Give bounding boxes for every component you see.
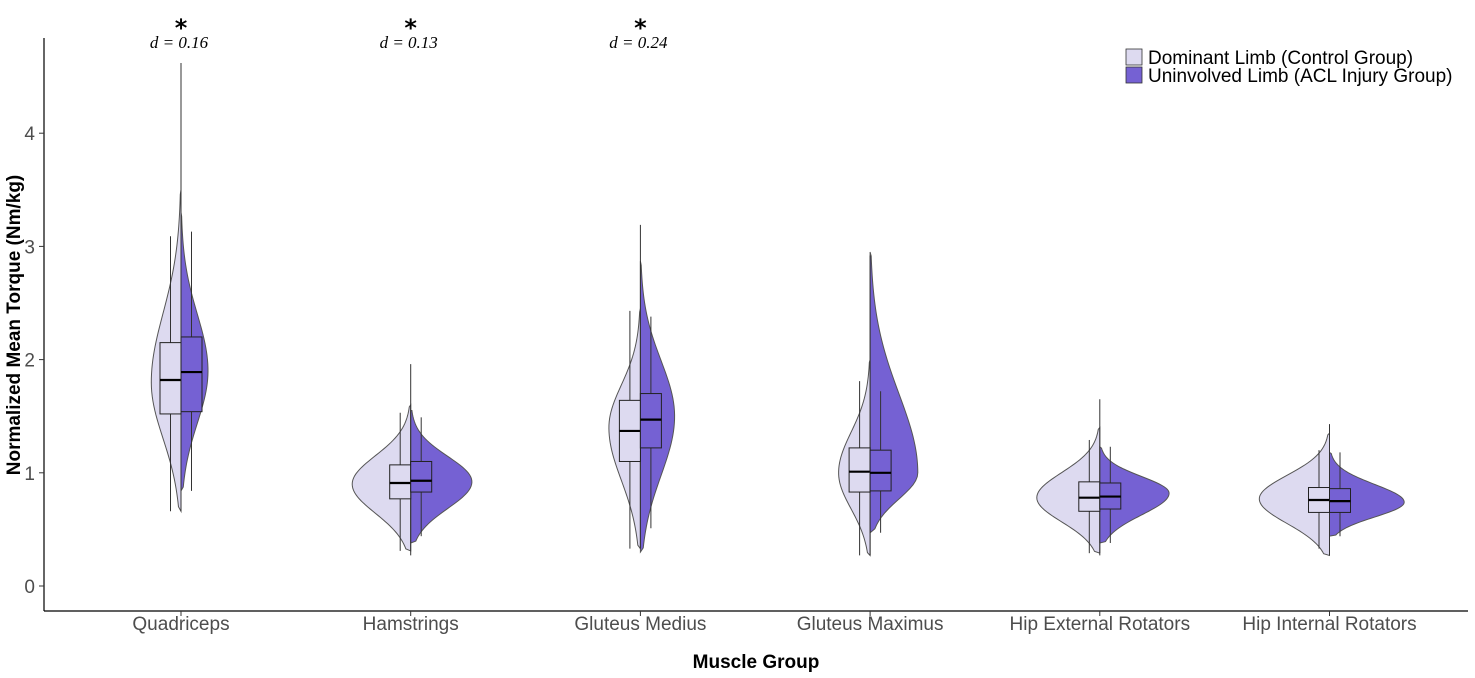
category-group-5 (1258, 424, 1405, 557)
x-tick-label-2: Gluteus Medius (574, 614, 706, 635)
category-group-2 (608, 224, 676, 554)
legend-swatch-acl (1125, 66, 1143, 84)
y-tick-label-2: 2 (24, 351, 35, 372)
x-tick-label-4: Hip External Rotators (1010, 614, 1191, 635)
box-control-1 (389, 464, 412, 500)
y-tick-label-0: 0 (24, 577, 35, 598)
box-acl-0 (180, 336, 203, 413)
y-tick-label-3: 3 (24, 237, 35, 258)
category-group-1 (351, 364, 473, 556)
legend-label-acl: Uninvolved Limb (ACL Injury Group) (1148, 66, 1452, 87)
category-group-3 (838, 251, 919, 557)
x-tick-label-3: Gluteus Maximus (797, 614, 944, 635)
box-acl-3 (869, 449, 892, 492)
box-acl-2 (639, 393, 662, 449)
effect-size-2: d = 0.24 (609, 33, 668, 52)
legend-swatch-control (1125, 48, 1143, 66)
sig-star-2: * (634, 14, 647, 42)
x-axis-title: Muscle Group (693, 652, 820, 673)
sig-star-0: * (175, 14, 188, 42)
plot-area (150, 63, 1405, 557)
legend: Dominant Limb (Control Group) Uninvolved… (1125, 48, 1452, 87)
violin-control-5 (1258, 431, 1330, 557)
effect-size-1: d = 0.13 (380, 33, 438, 52)
violin-acl-5 (1329, 451, 1405, 537)
category-group-0 (150, 63, 209, 514)
y-axis-title: Normalized Mean Torque (Nm/kg) (4, 175, 25, 476)
x-tick-label-1: Hamstrings (363, 614, 459, 635)
box-control-3 (848, 447, 871, 493)
axes: Quadriceps Hamstrings Gluteus Medius Gluteu… (24, 124, 1416, 635)
x-tick-label-0: Quadriceps (132, 614, 229, 635)
significance-annotations: *d = 0.16*d = 0.13*d = 0.24 (150, 14, 668, 52)
violin-control-4 (1036, 426, 1101, 554)
box-acl-1 (410, 460, 433, 493)
category-group-4 (1036, 399, 1170, 556)
y-tick-label-4: 4 (24, 124, 35, 145)
y-tick-label-1: 1 (24, 464, 35, 485)
violin-control-1 (351, 403, 412, 552)
box-control-0 (159, 342, 182, 415)
violin-acl-1 (410, 410, 473, 544)
effect-size-0: d = 0.16 (150, 33, 209, 52)
box-control-4 (1078, 481, 1101, 512)
legend-label-control: Dominant Limb (Control Group) (1148, 48, 1413, 69)
sig-star-1: * (404, 14, 417, 42)
x-tick-label-5: Hip Internal Rotators (1242, 614, 1416, 635)
